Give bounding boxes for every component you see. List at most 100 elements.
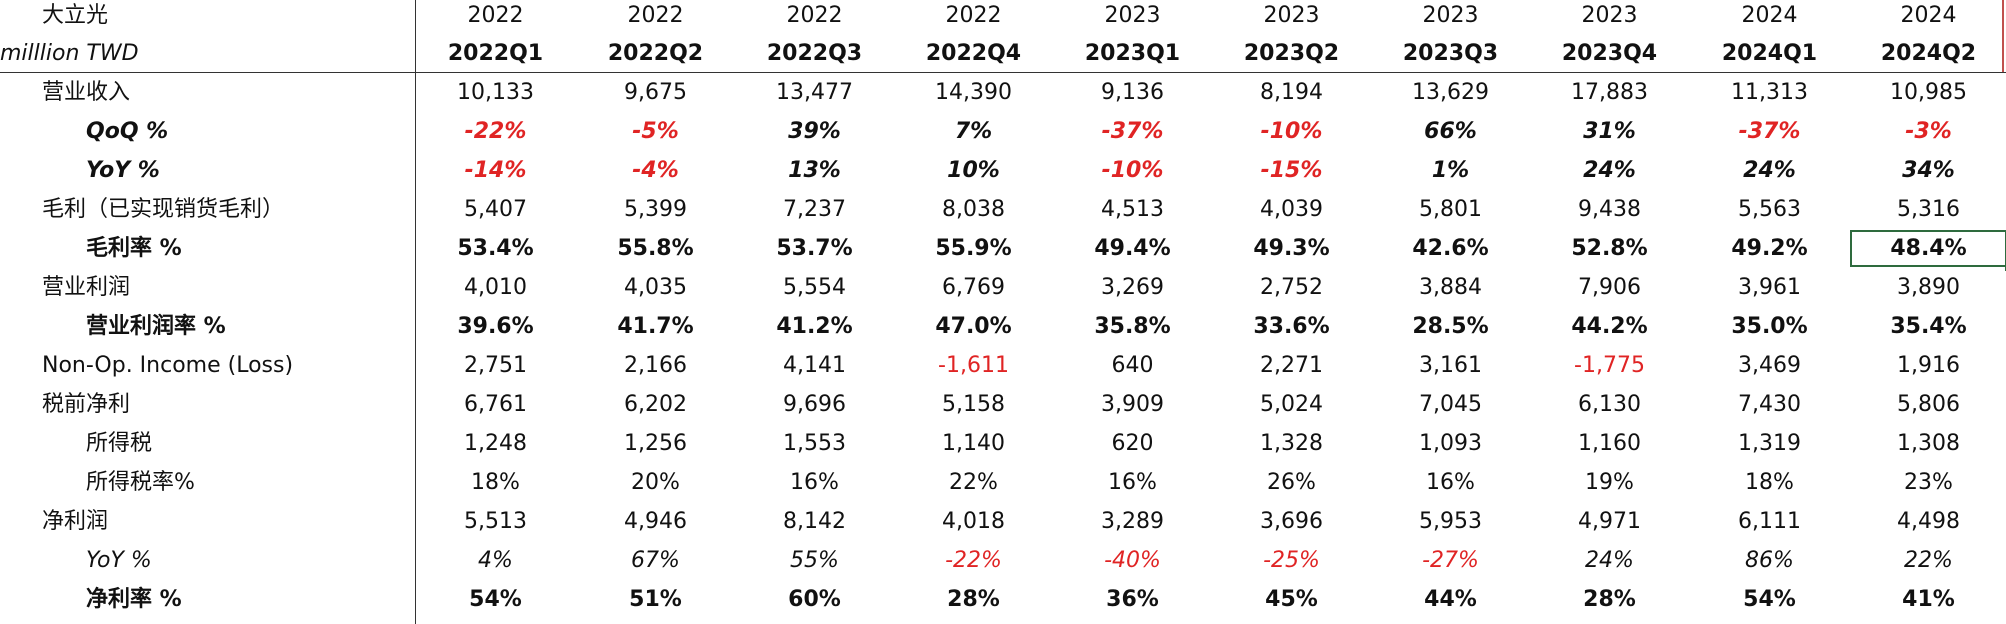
value-cell[interactable]: 6,130 [1578, 392, 1641, 417]
value-cell[interactable]: 16% [1108, 470, 1157, 495]
value-cell[interactable]: 9,675 [624, 80, 687, 105]
value-cell[interactable]: 41% [1902, 587, 1955, 612]
value-cell[interactable]: 4,018 [942, 509, 1005, 534]
value-cell[interactable]: 31% [1583, 119, 1636, 144]
quarter-header-cell[interactable]: 2023Q1 [1084, 41, 1181, 66]
year-header-cell[interactable]: 2023 [1263, 3, 1320, 28]
value-cell[interactable]: 67% [631, 548, 680, 573]
value-cell[interactable]: 5,158 [942, 392, 1005, 417]
row-label-cell[interactable]: 所得税率% [86, 470, 195, 495]
value-cell[interactable]: 22% [1904, 548, 1953, 573]
value-cell[interactable]: 3,289 [1101, 509, 1164, 534]
row-label-cell[interactable]: 营业利润率 % [86, 314, 226, 339]
value-cell[interactable]: 55.9% [935, 236, 1012, 261]
row-label-cell[interactable]: 税前净利 [42, 392, 131, 417]
value-cell[interactable]: -25% [1263, 548, 1320, 573]
value-cell[interactable]: 13,477 [776, 80, 853, 105]
value-cell[interactable]: 4,513 [1101, 197, 1164, 222]
value-cell[interactable]: 5,563 [1738, 197, 1801, 222]
year-header-cell[interactable]: 2022 [627, 3, 684, 28]
value-cell[interactable]: 7,430 [1738, 392, 1801, 417]
year-header-cell[interactable]: 2024 [1741, 3, 1798, 28]
year-header-cell[interactable]: 2023 [1581, 3, 1638, 28]
value-cell[interactable]: 54% [469, 587, 522, 612]
value-cell[interactable]: 1,256 [624, 431, 687, 456]
value-cell[interactable]: -1,775 [1574, 353, 1645, 378]
value-cell[interactable]: 39% [788, 119, 841, 144]
row-label-cell[interactable]: 所得税 [86, 431, 153, 456]
value-cell[interactable]: 3,961 [1738, 275, 1801, 300]
value-cell[interactable]: 49.2% [1731, 236, 1808, 261]
value-cell[interactable]: 3,890 [1897, 275, 1960, 300]
value-cell[interactable]: -4% [632, 158, 679, 183]
value-cell[interactable]: 5,953 [1419, 509, 1482, 534]
value-cell[interactable]: 4,971 [1578, 509, 1641, 534]
value-cell[interactable]: 620 [1111, 431, 1154, 456]
value-cell[interactable]: 51% [629, 587, 682, 612]
quarter-header-cell[interactable]: 2023Q3 [1402, 41, 1499, 66]
value-cell[interactable]: 18% [471, 470, 520, 495]
quarter-header-cell[interactable]: 2023Q4 [1561, 41, 1658, 66]
value-cell[interactable]: -37% [1738, 119, 1801, 144]
value-cell[interactable]: 14,390 [935, 80, 1012, 105]
value-cell[interactable]: -10% [1101, 158, 1164, 183]
value-cell[interactable]: 9,696 [783, 392, 846, 417]
quarter-header-cell[interactable]: 2022Q4 [925, 41, 1022, 66]
value-cell[interactable]: 35.4% [1890, 314, 1967, 339]
year-header-cell[interactable]: 2023 [1104, 3, 1161, 28]
value-cell[interactable]: 24% [1583, 158, 1636, 183]
value-cell[interactable]: 16% [1426, 470, 1475, 495]
value-cell[interactable]: 52.8% [1571, 236, 1648, 261]
value-cell[interactable]: 9,136 [1101, 80, 1164, 105]
value-cell[interactable]: 2,166 [624, 353, 687, 378]
row-label-cell[interactable]: 毛利（已实现销货毛利） [42, 197, 285, 222]
value-cell[interactable]: 1% [1431, 158, 1470, 183]
value-cell[interactable]: 35.0% [1731, 314, 1808, 339]
value-cell[interactable]: 10% [947, 158, 1000, 183]
value-cell[interactable]: 18% [1745, 470, 1794, 495]
value-cell[interactable]: -14% [464, 158, 527, 183]
value-cell[interactable]: 1,093 [1419, 431, 1482, 456]
value-cell[interactable]: 2,271 [1260, 353, 1323, 378]
value-cell[interactable]: 2,751 [464, 353, 527, 378]
value-cell[interactable]: 1,308 [1897, 431, 1960, 456]
value-cell[interactable]: 41.2% [776, 314, 853, 339]
value-cell[interactable]: 3,696 [1260, 509, 1323, 534]
value-cell[interactable]: -22% [945, 548, 1002, 573]
value-cell[interactable]: 49.3% [1253, 236, 1330, 261]
value-cell[interactable]: 7% [954, 119, 993, 144]
quarter-header-cell[interactable]: 2024Q2 [1880, 41, 1977, 66]
value-cell[interactable]: 17,883 [1571, 80, 1648, 105]
value-cell[interactable]: 35.8% [1094, 314, 1171, 339]
year-header-cell[interactable]: 2022 [945, 3, 1002, 28]
value-cell[interactable]: 6,202 [624, 392, 687, 417]
row-label-cell[interactable]: 营业收入 [42, 80, 131, 105]
value-cell[interactable]: 8,038 [942, 197, 1005, 222]
row-label-cell[interactable]: 净利率 % [86, 587, 182, 612]
value-cell[interactable]: 28% [1583, 587, 1636, 612]
value-cell[interactable]: 2,752 [1260, 275, 1323, 300]
value-cell[interactable]: 41.7% [617, 314, 694, 339]
value-cell[interactable]: 55.8% [617, 236, 694, 261]
value-cell[interactable]: 1,140 [942, 431, 1005, 456]
company-name-cell[interactable]: 大立光 [42, 3, 109, 28]
value-cell[interactable]: 26% [1267, 470, 1316, 495]
value-cell[interactable]: 8,194 [1260, 80, 1323, 105]
value-cell[interactable]: -5% [632, 119, 679, 144]
value-cell[interactable]: 49.4% [1094, 236, 1171, 261]
value-cell[interactable]: -15% [1260, 158, 1323, 183]
value-cell[interactable]: 20% [631, 470, 680, 495]
value-cell[interactable]: 34% [1902, 158, 1955, 183]
value-cell[interactable]: -27% [1422, 548, 1479, 573]
quarter-header-cell[interactable]: 2023Q2 [1243, 41, 1340, 66]
value-cell[interactable]: 1,160 [1578, 431, 1641, 456]
value-cell[interactable]: 4,946 [624, 509, 687, 534]
value-cell[interactable]: 7,237 [783, 197, 846, 222]
value-cell[interactable]: 6,761 [464, 392, 527, 417]
value-cell[interactable]: 3,269 [1101, 275, 1164, 300]
value-cell[interactable]: 1,553 [783, 431, 846, 456]
value-cell[interactable]: 55% [790, 548, 839, 573]
value-cell[interactable]: 19% [1585, 470, 1634, 495]
value-cell[interactable]: -22% [464, 119, 527, 144]
